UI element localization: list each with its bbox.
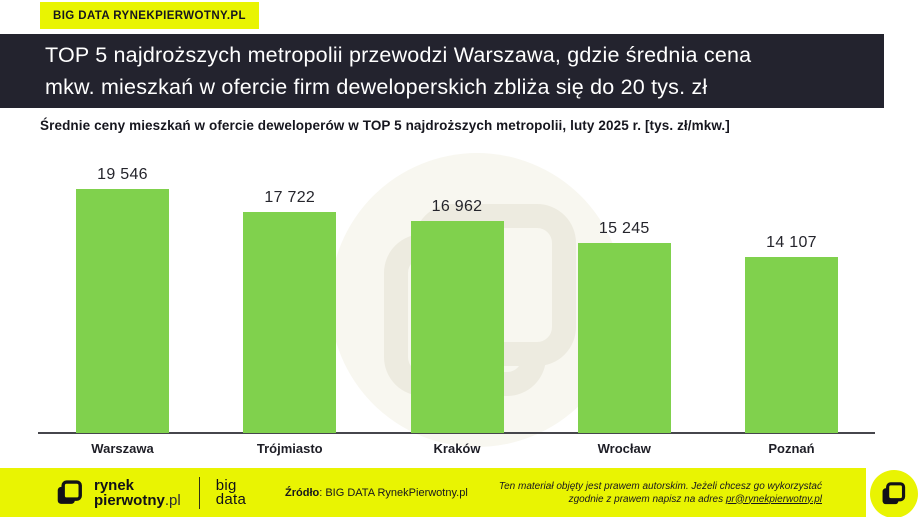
bar-column: 15 245	[577, 220, 671, 433]
chart-title: Średnie ceny mieszkań w ofercie dewelope…	[40, 118, 730, 133]
bar	[577, 243, 671, 433]
top-brand-badge: BIG DATA RYNEKPIERWOTNY.PL	[40, 2, 259, 29]
bigdata-word-data: data	[215, 490, 247, 508]
brand-word-rynek: rynek	[94, 476, 135, 494]
source-value: : BIG DATA RynekPierwotny.pl	[319, 486, 468, 499]
category-label: Trójmiasto	[256, 441, 323, 456]
headline-bar: TOP 5 najdroższych metropolii przewodzi …	[0, 34, 884, 108]
x-axis-line	[38, 432, 875, 434]
bar	[243, 212, 337, 433]
copyright-line2: zgodnie z prawem napisz na adres pr@ryne…	[568, 493, 822, 505]
footer-brand-logo: rynek pierwotny.pl	[55, 478, 181, 508]
bar-value-label: 16 962	[431, 198, 483, 215]
source-label: Źródło	[285, 486, 320, 499]
footer-bigdata-logo: big data	[215, 476, 247, 508]
footer-divider	[198, 476, 200, 509]
rynekpierwotny-cube-icon	[882, 482, 906, 505]
bigdata-word-big: big	[215, 476, 237, 494]
bar-value-label: 17 722	[264, 189, 316, 206]
bar	[410, 221, 504, 433]
bar-value-label: 15 245	[598, 220, 650, 237]
category-label: Kraków	[433, 441, 481, 456]
category-labels-row: Warszawa Trójmiasto Kraków Wrocław Poznań	[76, 441, 838, 456]
top-brand-badge-label: BIG DATA RYNEKPIERWOTNY.PL	[53, 9, 246, 22]
contact-email-link[interactable]: pr@rynekpierwotny.pl	[725, 493, 822, 505]
bar-column: 14 107	[745, 234, 838, 433]
rynekpierwotny-cube-icon	[57, 479, 82, 504]
category-label: Warszawa	[91, 441, 154, 456]
bar-column: 19 546	[76, 166, 169, 433]
bar	[76, 189, 169, 433]
footer-logo-circle	[870, 470, 918, 517]
headline-line2: mkw. mieszkań w ofercie firm dewelopersk…	[45, 75, 708, 99]
headline-line1: TOP 5 najdroższych metropolii przewodzi …	[45, 43, 752, 67]
bar-value-label: 14 107	[766, 234, 817, 251]
bar	[745, 257, 838, 433]
bar-value-label: 19 546	[97, 166, 148, 183]
category-label: Poznań	[768, 441, 815, 456]
footer-bar: rynek pierwotny.pl big data Źródło: BIG …	[0, 468, 866, 517]
brand-word-pl: .pl	[164, 491, 181, 509]
copyright-line1: Ten materiał objęty jest prawem autorski…	[498, 480, 822, 492]
bar-chart: 19 546 17 722 16 962 15 245 14 107	[76, 160, 838, 433]
source-note: Źródło: BIG DATA RynekPierwotny.pl	[285, 487, 468, 499]
copyright-note: Ten materiał objęty jest prawem autorski…	[499, 480, 822, 506]
bar-column: 17 722	[243, 189, 337, 433]
category-label: Wrocław	[597, 441, 651, 456]
footer-brand-wordmark: rynek pierwotny.pl	[94, 478, 181, 508]
brand-word-pierwotny: pierwotny.pl	[94, 491, 181, 509]
bar-column: 16 962	[410, 198, 504, 433]
